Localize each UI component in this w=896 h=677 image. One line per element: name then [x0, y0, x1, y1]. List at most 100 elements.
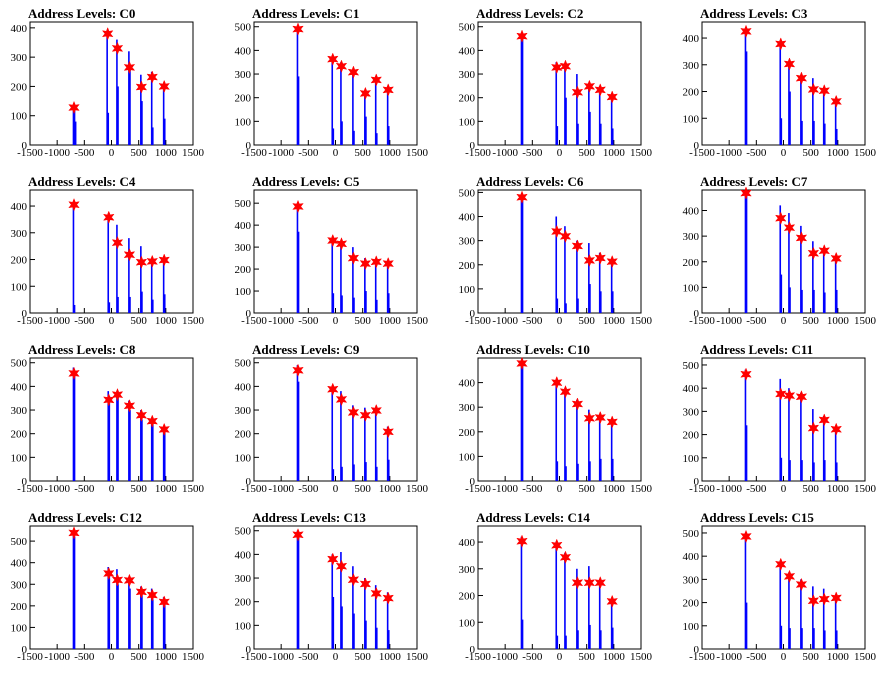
- x-tick-label: -1000: [268, 651, 294, 663]
- x-tick-label: 500: [578, 483, 595, 495]
- y-tick-label: 0: [246, 140, 252, 152]
- chart-title: Address Levels: C11: [700, 342, 813, 357]
- peak-marker: [326, 552, 339, 566]
- peak-marker: [774, 37, 787, 51]
- y-tick-label: 100: [683, 453, 700, 465]
- peak-marker: [583, 253, 596, 268]
- x-tick-label: -1500: [241, 147, 267, 159]
- x-tick-label: 500: [578, 147, 595, 159]
- peak-marker: [740, 24, 752, 39]
- y-tick-label: 500: [235, 358, 252, 370]
- x-tick-label: 0: [557, 147, 563, 159]
- peak-marker: [292, 528, 304, 542]
- x-tick-label: 1000: [827, 147, 850, 159]
- chart-title: Address Levels: C4: [28, 174, 136, 189]
- y-tick-label: 100: [459, 451, 476, 463]
- y-tick-label: 400: [11, 201, 28, 213]
- peak-marker: [111, 41, 124, 56]
- y-tick-label: 400: [459, 378, 476, 390]
- x-tick-label: 500: [802, 315, 819, 327]
- x-tick-label: 1500: [630, 147, 653, 159]
- y-tick-label: 0: [22, 140, 28, 152]
- peak-marker: [594, 251, 607, 265]
- y-tick-label: 0: [694, 308, 700, 320]
- x-tick-label: 1500: [406, 315, 429, 327]
- x-tick-label: 1000: [379, 651, 402, 663]
- x-tick-label: 1000: [379, 483, 402, 495]
- y-tick-label: 0: [694, 476, 700, 488]
- plot-frame: [701, 525, 866, 650]
- x-tick-label: -500: [74, 483, 95, 495]
- x-tick-label: 1000: [827, 315, 850, 327]
- peak-marker: [347, 251, 360, 265]
- peak-marker: [68, 100, 80, 115]
- peak-marker: [158, 253, 170, 267]
- peak-marker: [606, 90, 618, 104]
- x-tick-label: -500: [746, 651, 767, 663]
- y-tick-label: 500: [235, 22, 252, 34]
- x-tick-label: -1500: [17, 147, 43, 159]
- y-tick-label: 500: [11, 536, 28, 548]
- y-tick-label: 300: [459, 236, 476, 248]
- chart-title: Address Levels: C1: [252, 6, 359, 21]
- y-tick-label: 0: [470, 644, 476, 656]
- y-tick-label: 500: [459, 22, 476, 34]
- peak-marker: [774, 211, 787, 225]
- peak-marker: [370, 255, 383, 269]
- peak-marker: [783, 220, 796, 235]
- plot-frame: [477, 21, 642, 146]
- y-tick-label: 400: [235, 549, 252, 561]
- peak-marker: [382, 591, 394, 605]
- x-tick-label: -1000: [44, 315, 70, 327]
- chart-title: Address Levels: C2: [476, 6, 583, 21]
- y-tick-label: 0: [22, 644, 28, 656]
- peak-marker: [740, 367, 752, 381]
- x-tick-label: -500: [298, 483, 319, 495]
- peak-marker: [550, 224, 563, 239]
- y-tick-label: 300: [683, 60, 700, 72]
- y-tick-label: 400: [459, 212, 476, 224]
- peak-marker: [818, 592, 831, 606]
- x-tick-label: -500: [522, 315, 543, 327]
- chart-panel: Address Levels: C14 -1500 -1000 -500 0 500 100…: [459, 510, 653, 663]
- peak-marker: [795, 231, 808, 245]
- x-tick-label: -1500: [241, 651, 267, 663]
- x-tick-label: 1000: [155, 651, 178, 663]
- plot-frame: [253, 525, 418, 650]
- y-tick-label: 500: [235, 526, 252, 538]
- peak-marker: [795, 577, 808, 592]
- peak-marker: [135, 80, 148, 94]
- x-tick-label: 1000: [155, 483, 178, 495]
- x-tick-label: 0: [109, 315, 115, 327]
- y-tick-label: 400: [11, 381, 28, 393]
- y-tick-label: 200: [683, 430, 700, 442]
- y-tick-label: 200: [11, 255, 28, 267]
- chart-panel: Address Levels: C13 -1500 -1000 -500 0 500 100…: [235, 510, 429, 663]
- y-tick-label: 0: [470, 476, 476, 488]
- chart-panel: Address Levels: C4-1500 -1000 -500 0 500 1000…: [11, 174, 205, 327]
- y-tick-label: 300: [11, 228, 28, 240]
- peak-marker: [830, 94, 842, 109]
- x-tick-label: 1500: [854, 315, 877, 327]
- y-tick-label: 0: [694, 140, 700, 152]
- y-tick-label: 400: [683, 551, 700, 563]
- y-tick-label: 100: [683, 282, 700, 294]
- chart-title: Address Levels: C10: [476, 342, 590, 357]
- peak-marker: [326, 52, 339, 66]
- peak-marker: [830, 591, 842, 605]
- y-tick-label: 400: [459, 45, 476, 57]
- peak-marker: [583, 411, 596, 425]
- y-tick-label: 500: [459, 187, 476, 199]
- chart-title: Address Levels: C9: [252, 342, 360, 357]
- x-tick-label: 1500: [854, 147, 877, 159]
- y-tick-label: 100: [11, 281, 28, 293]
- peak-marker: [550, 538, 563, 552]
- plot-frame: [701, 357, 866, 482]
- x-tick-label: -500: [298, 315, 319, 327]
- chart-panel: Address Levels: C1-1500 -1000 -500 0 500 1000…: [235, 6, 429, 159]
- x-tick-label: -1000: [492, 147, 518, 159]
- x-tick-label: 500: [802, 651, 819, 663]
- x-tick-label: 500: [354, 651, 371, 663]
- peak-marker: [830, 422, 842, 436]
- x-tick-label: 0: [333, 147, 339, 159]
